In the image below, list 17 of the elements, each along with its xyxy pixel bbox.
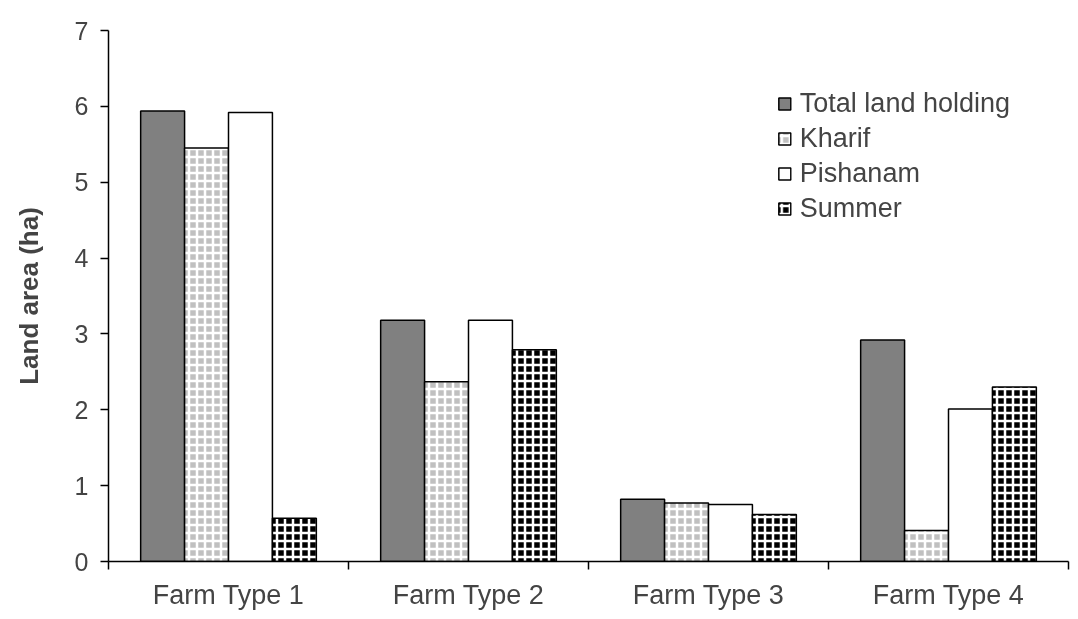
y-tick-label: 4 xyxy=(74,244,89,273)
y-tick-label: 7 xyxy=(74,16,89,45)
legend-label: Summer xyxy=(799,193,902,224)
legend-label: Pishanam xyxy=(799,158,920,189)
legend-label: Total land holding xyxy=(799,88,1010,119)
y-tick-label: 2 xyxy=(74,395,89,424)
x-tick-label: Farm Type 1 xyxy=(152,579,304,610)
x-tick-label: Farm Type 3 xyxy=(632,579,784,610)
y-tick-label: 5 xyxy=(74,168,89,197)
x-tick-label: Farm Type 4 xyxy=(872,579,1024,610)
y-tick-label: 1 xyxy=(74,471,89,500)
y-tick-label: 3 xyxy=(74,319,89,348)
legend-label: Kharif xyxy=(799,123,871,154)
y-axis-title: Land area (ha) xyxy=(13,207,44,385)
y-tick-label: 0 xyxy=(74,547,89,576)
x-tick-label: Farm Type 2 xyxy=(392,579,544,610)
y-tick-label: 6 xyxy=(74,92,89,121)
